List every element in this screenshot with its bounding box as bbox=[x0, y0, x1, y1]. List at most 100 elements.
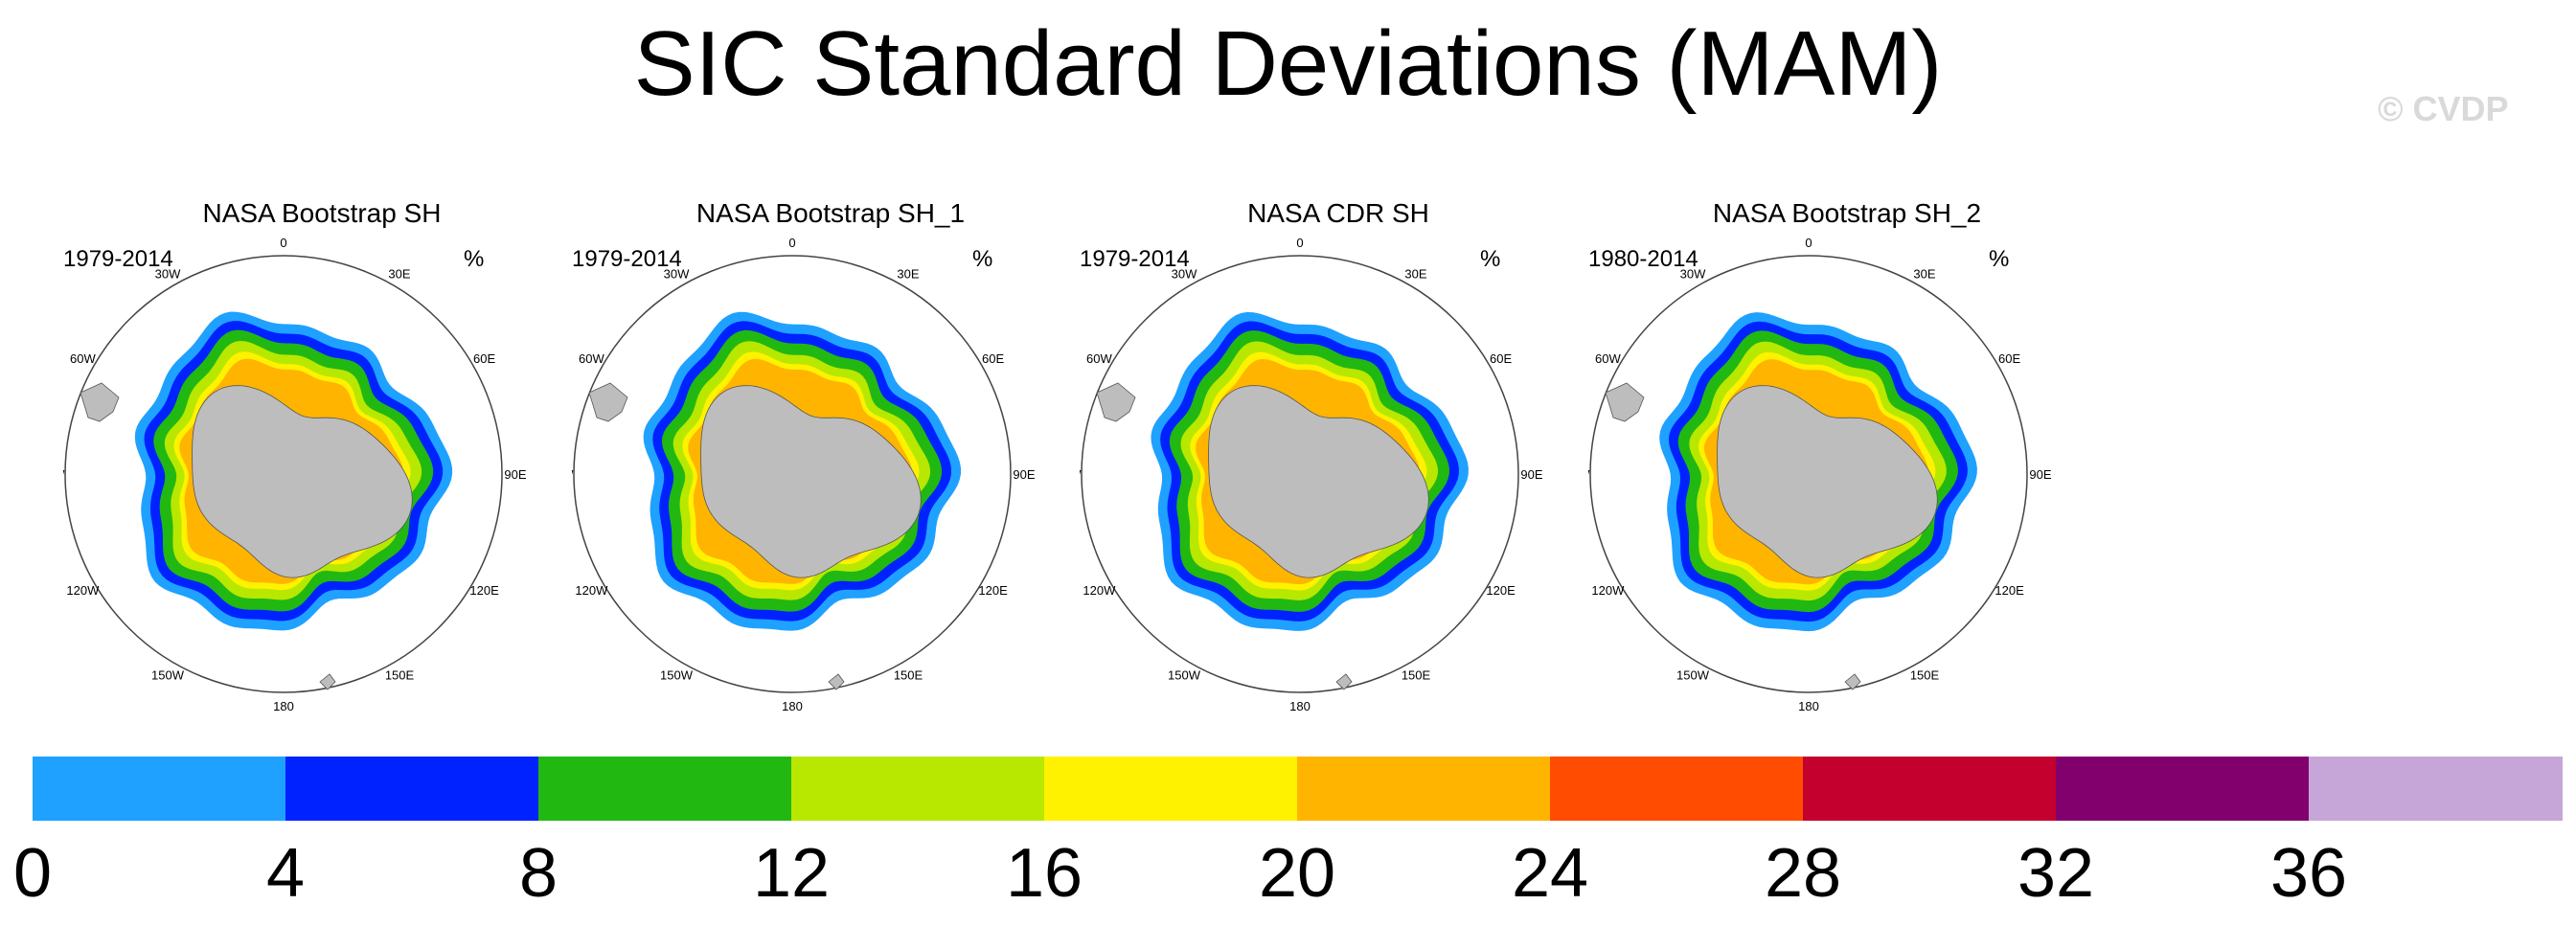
longitude-label: 90W bbox=[572, 467, 574, 482]
polar-map: 0 30E 60E 90E 120E 150E 180 150W 120W 90W 60W 30W bbox=[1588, 236, 2052, 713]
panel-period: 1980-2014 bbox=[1588, 246, 1698, 272]
colorbar-tick-label: 8 bbox=[518, 835, 559, 912]
longitude-label: 30W bbox=[1172, 266, 1197, 281]
panel-units: % bbox=[1989, 246, 2010, 272]
panel-period: 1979-2014 bbox=[1080, 246, 1190, 272]
longitude-label: 150E bbox=[894, 668, 923, 683]
longitude-label: 180 bbox=[782, 699, 803, 713]
new-zealand-landmass bbox=[1335, 673, 1353, 690]
longitude-label: 120E bbox=[469, 583, 499, 598]
panel-period: 1979-2014 bbox=[63, 246, 173, 272]
map-panel: 0 30E 60E 90E 120E 150E 180 150W 120W 90W 60W 30W NA… bbox=[1080, 192, 1587, 728]
colorbar-segment bbox=[538, 757, 792, 821]
longitude-label: 180 bbox=[273, 699, 294, 713]
south-america-landmass bbox=[1605, 382, 1645, 422]
longitude-label: 0 bbox=[788, 236, 795, 250]
longitude-label: 0 bbox=[1296, 236, 1303, 250]
colorbar-segment bbox=[791, 757, 1045, 821]
south-america-landmass bbox=[80, 382, 120, 422]
panel-title: NASA Bootstrap SH_1 bbox=[695, 198, 966, 228]
panel-title: NASA Bootstrap SH_2 bbox=[1712, 198, 1982, 228]
longitude-label: 60W bbox=[1595, 351, 1621, 366]
colorbar-tick-label: 28 bbox=[1764, 835, 1842, 912]
map-panel: 0 30E 60E 90E 120E 150E 180 150W 120W 90W 60W 30W NA… bbox=[572, 192, 1080, 728]
longitude-label: 90E bbox=[2029, 467, 2051, 482]
colorbar-segment bbox=[33, 757, 286, 821]
polar-map: 0 30E 60E 90E 120E 150E 180 150W 120W 90W 60W 30W bbox=[63, 236, 527, 713]
cvdp-watermark: © CVDP bbox=[2378, 89, 2509, 128]
longitude-label: 120E bbox=[1995, 583, 2024, 598]
longitude-label: 90E bbox=[1520, 467, 1542, 482]
longitude-label: 30E bbox=[897, 266, 919, 281]
new-zealand-landmass bbox=[319, 673, 336, 690]
colorbar-segment bbox=[1044, 757, 1298, 821]
longitude-label: 150W bbox=[151, 668, 185, 683]
longitude-label: 90W bbox=[63, 467, 65, 482]
colorbar-tick-label: 36 bbox=[2269, 835, 2348, 912]
antarctica-landmass bbox=[700, 385, 922, 578]
longitude-label: 60E bbox=[1998, 351, 2020, 366]
antarctica-landmass bbox=[1717, 385, 1938, 578]
longitude-label: 150E bbox=[385, 668, 415, 683]
longitude-label: 0 bbox=[280, 236, 286, 250]
longitude-label: 30W bbox=[664, 266, 690, 281]
colorbar-segment bbox=[1297, 757, 1551, 821]
longitude-label: 0 bbox=[1805, 236, 1812, 250]
longitude-label: 60E bbox=[473, 351, 495, 366]
longitude-label: 60E bbox=[982, 351, 1004, 366]
longitude-label: 180 bbox=[1289, 699, 1311, 713]
longitude-label: 120W bbox=[1083, 583, 1116, 598]
longitude-label: 30E bbox=[1913, 266, 1935, 281]
longitude-label: 90W bbox=[1588, 467, 1590, 482]
south-america-landmass bbox=[1096, 382, 1136, 422]
longitude-label: 30E bbox=[388, 266, 410, 281]
panel-units: % bbox=[1480, 246, 1501, 272]
colorbar-segment bbox=[2056, 757, 2310, 821]
colorbar-segment bbox=[1550, 757, 1804, 821]
longitude-label: 90E bbox=[1013, 467, 1035, 482]
new-zealand-landmass bbox=[1844, 673, 1861, 690]
antarctica-landmass bbox=[1208, 385, 1429, 578]
panel-title: NASA Bootstrap SH bbox=[202, 198, 442, 228]
figure-title: SIC Standard Deviations (MAM) bbox=[633, 12, 1943, 115]
colorbar-segment bbox=[1803, 757, 2057, 821]
colorbar-tick-label: 0 bbox=[12, 835, 53, 912]
colorbar-segment bbox=[285, 757, 539, 821]
colorbar-tick-label: 20 bbox=[1258, 835, 1336, 912]
new-zealand-landmass bbox=[828, 673, 845, 690]
colorbar-tick-label: 4 bbox=[265, 835, 306, 912]
longitude-label: 150E bbox=[1910, 668, 1940, 683]
colorbar-tick-label: 32 bbox=[2017, 835, 2095, 912]
colorbar-segment bbox=[2309, 757, 2563, 821]
longitude-label: 120W bbox=[66, 583, 100, 598]
map-panel: 0 30E 60E 90E 120E 150E 180 150W 120W 90W 60W 30W NA… bbox=[63, 192, 571, 728]
panel-units: % bbox=[464, 246, 485, 272]
longitude-label: 150E bbox=[1402, 668, 1431, 683]
panel-period: 1979-2014 bbox=[572, 246, 682, 272]
longitude-label: 30E bbox=[1404, 266, 1426, 281]
longitude-label: 120W bbox=[575, 583, 608, 598]
colorbar bbox=[33, 757, 2563, 821]
longitude-label: 60W bbox=[1086, 351, 1112, 366]
longitude-label: 150W bbox=[1168, 668, 1201, 683]
colorbar-tick-label: 24 bbox=[1511, 835, 1589, 912]
longitude-label: 120E bbox=[1486, 583, 1516, 598]
longitude-label: 150W bbox=[1676, 668, 1710, 683]
map-panel: 0 30E 60E 90E 120E 150E 180 150W 120W 90W 60W 30W NA… bbox=[1588, 192, 2096, 728]
panel-units: % bbox=[972, 246, 993, 272]
antarctica-landmass bbox=[192, 385, 413, 578]
longitude-label: 90E bbox=[504, 467, 526, 482]
longitude-label: 60W bbox=[70, 351, 96, 366]
longitude-label: 150W bbox=[660, 668, 694, 683]
colorbar-tick-label: 16 bbox=[1005, 835, 1083, 912]
longitude-label: 60W bbox=[579, 351, 604, 366]
south-america-landmass bbox=[588, 382, 628, 422]
polar-map: 0 30E 60E 90E 120E 150E 180 150W 120W 90W 60W 30W bbox=[1080, 236, 1543, 713]
panel-title: NASA CDR SH bbox=[1247, 198, 1429, 228]
longitude-label: 60E bbox=[1490, 351, 1512, 366]
polar-map: 0 30E 60E 90E 120E 150E 180 150W 120W 90W 60W 30W bbox=[572, 236, 1036, 713]
longitude-label: 30W bbox=[155, 266, 181, 281]
longitude-label: 120E bbox=[978, 583, 1008, 598]
longitude-label: 30W bbox=[1680, 266, 1706, 281]
colorbar-tick-label: 12 bbox=[752, 835, 831, 912]
